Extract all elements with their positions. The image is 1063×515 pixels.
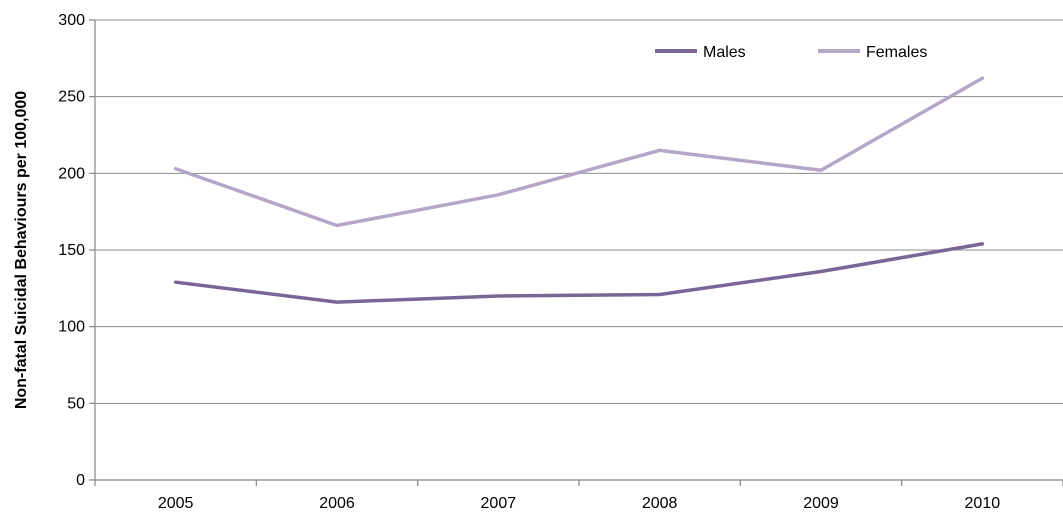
legend-label-males: Males <box>703 44 746 61</box>
x-tick-label: 2009 <box>803 495 839 512</box>
gridlines <box>95 19 1063 404</box>
series-line-females <box>173 76 985 228</box>
x-tick-label: 2010 <box>965 495 1001 512</box>
x-ticks: 2005 2006 2007 2008 2009 2010 <box>94 480 1063 512</box>
x-tick-label: 2005 <box>158 495 194 512</box>
y-tick-label: 250 <box>58 89 85 106</box>
x-tick-label: 2006 <box>319 495 355 512</box>
x-tick-label: 2008 <box>642 495 678 512</box>
y-axis-title: Non-fatal Suicidal Behaviours per 100,00… <box>13 91 30 409</box>
legend-label-females: Females <box>866 44 927 61</box>
y-tick-label: 150 <box>58 242 85 259</box>
series-line-males <box>173 242 985 304</box>
y-tick-label: 300 <box>58 12 85 29</box>
y-ticks: 0 50 100 150 200 250 300 <box>58 12 95 489</box>
x-tick-label: 2007 <box>481 495 517 512</box>
legend: Males Females <box>655 44 927 61</box>
y-tick-label: 200 <box>58 165 85 182</box>
series-lines <box>173 76 985 304</box>
y-tick-label: 100 <box>58 319 85 336</box>
y-tick-label: 0 <box>76 472 85 489</box>
y-tick-label: 50 <box>67 395 85 412</box>
